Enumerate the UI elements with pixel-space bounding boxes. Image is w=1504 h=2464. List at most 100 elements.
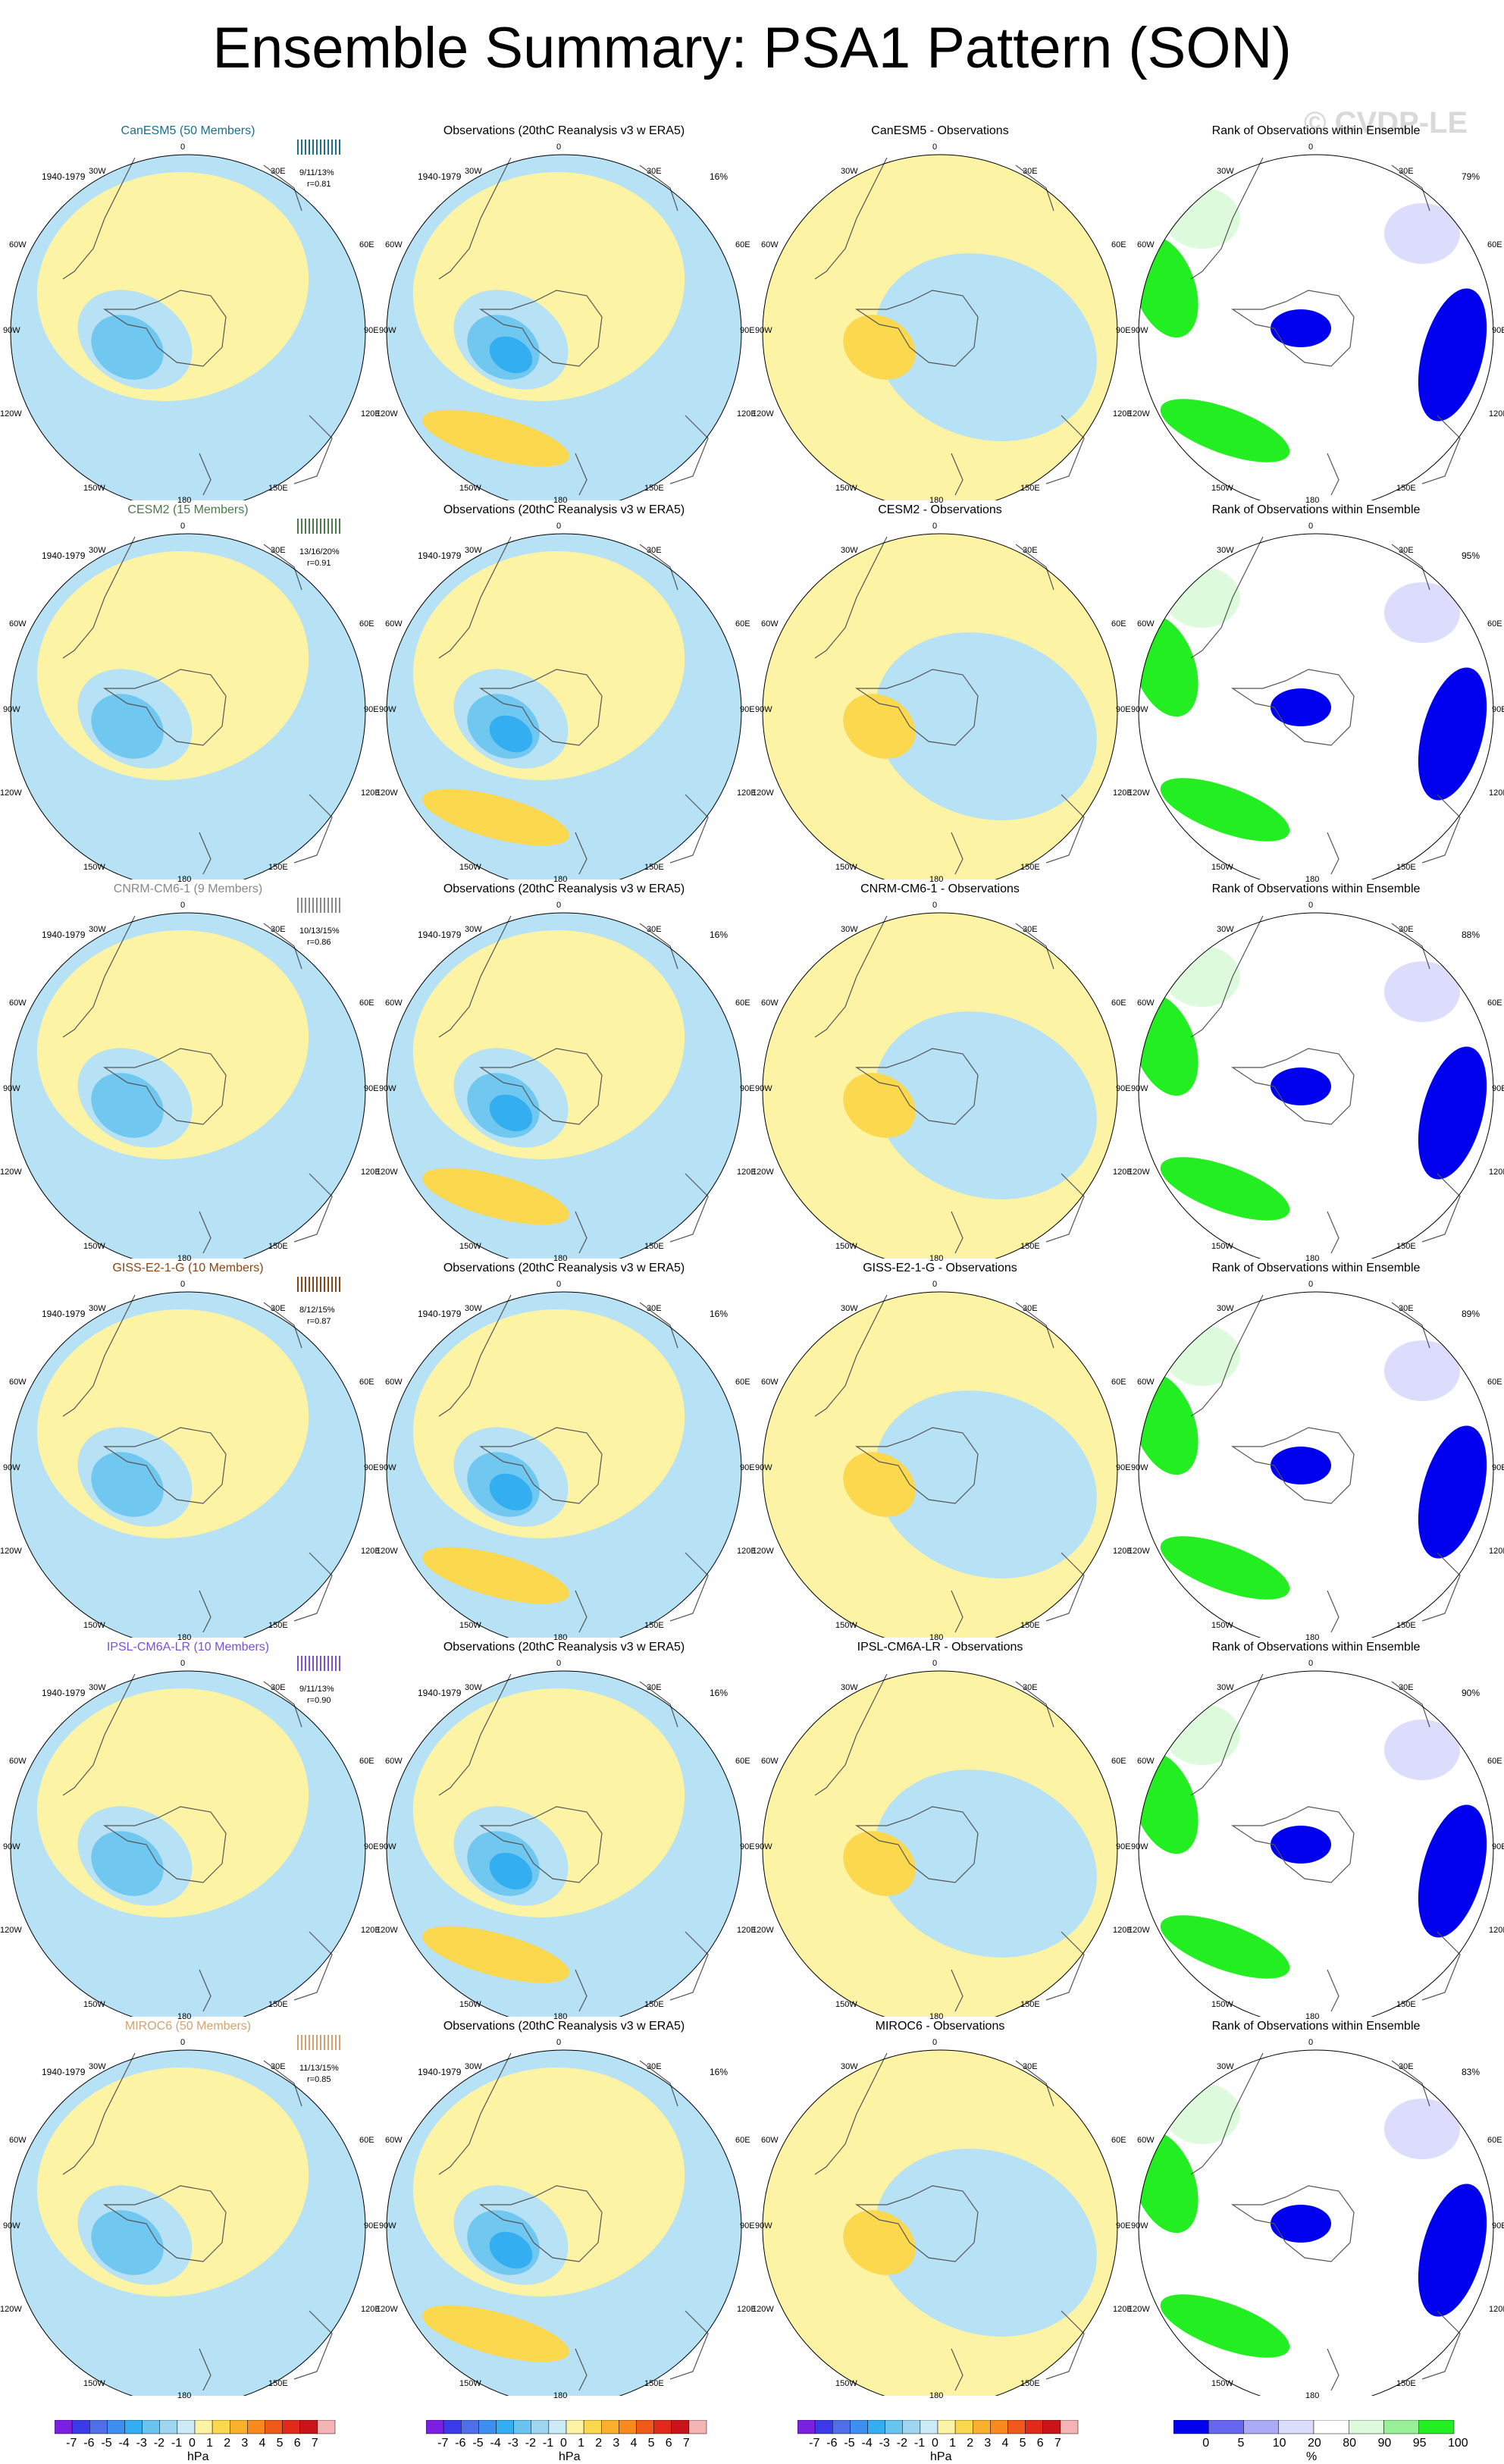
colorbar-swatch <box>1278 2419 1314 2434</box>
map-border <box>10 1291 366 1638</box>
colorbar-swatch <box>566 2419 584 2434</box>
colorbar-swatch <box>531 2419 550 2434</box>
positive-anomaly-arc <box>422 409 569 467</box>
new-zealand-outline <box>575 1211 588 1254</box>
colorbar-tick-label: -5 <box>472 2437 484 2450</box>
negative-anomaly-core <box>91 1831 164 1896</box>
panel-obs-row-1: Observations (20thC Reanalysis v3 w ERA5… <box>376 500 757 884</box>
period-label: 1940-1979 <box>42 1688 86 1698</box>
watermark: © CVDP-LE <box>1304 106 1468 140</box>
polar-map <box>10 1291 366 1638</box>
africa-outline <box>1015 544 1054 591</box>
variance-stats: 9/11/13% <box>299 168 334 177</box>
colorbar-tick-label: -7 <box>437 2437 449 2450</box>
longitude-label-0: 0 <box>932 1659 938 1668</box>
longitude-label-30e: 30E <box>271 167 286 176</box>
longitude-label-150e: 150E <box>1396 863 1416 872</box>
polar-map <box>386 154 742 500</box>
polar-map <box>10 533 366 879</box>
colorbar-swatch <box>850 2419 868 2434</box>
colorbar-tick-label: -4 <box>118 2437 130 2450</box>
longitude-label-150w: 150W <box>835 2379 857 2388</box>
longitude-label-0: 0 <box>180 1659 186 1668</box>
longitude-label-90w: 90W <box>755 1463 772 1472</box>
longitude-label-90w: 90W <box>3 2221 20 2230</box>
longitude-label-60w: 60W <box>385 1378 403 1387</box>
africa-outline <box>1015 1681 1054 1728</box>
rank-patch-low <box>1271 1067 1331 1105</box>
map-border <box>1138 1670 1494 2017</box>
longitude-label-30w: 30W <box>1217 167 1234 176</box>
field-rank <box>1139 2050 1493 2396</box>
antarctica-outline <box>1231 290 1355 367</box>
colorbar-tick-label: -6 <box>83 2437 95 2450</box>
longitude-label-120w: 120W <box>376 409 398 419</box>
rank-patch-low <box>1418 1046 1487 1180</box>
panel-obs-row-5: Observations (20thC Reanalysis v3 w ERA5… <box>376 2017 757 2400</box>
longitude-label-120w: 120W <box>752 1926 774 1935</box>
colorbar-tick-label: 5 <box>276 2437 284 2450</box>
colorbar-swatch <box>443 2419 462 2434</box>
rank-patch-high <box>1160 2294 1290 2358</box>
period-label: 1940-1979 <box>418 171 462 182</box>
field-rank <box>1139 1292 1493 1638</box>
south-america-outline <box>438 915 512 1038</box>
polar-map <box>386 533 742 879</box>
antarctica-outline <box>1231 1806 1355 1883</box>
longitude-label-0: 0 <box>932 522 938 531</box>
colorbar-tick-label: -4 <box>490 2437 501 2450</box>
longitude-label-180: 180 <box>929 875 944 884</box>
australia-outline <box>293 415 333 484</box>
coastline <box>1190 536 1461 875</box>
colorbar-tick-label: 95 <box>1412 2437 1427 2450</box>
rank-patch-low <box>1418 2183 1487 2317</box>
colorbar-swatch <box>1208 2419 1244 2434</box>
ensemble-spread-ticks <box>297 140 340 155</box>
coastline <box>814 2052 1085 2391</box>
rank-patch-highmid <box>1164 2083 1240 2144</box>
longitude-label-60w: 60W <box>9 2136 27 2145</box>
longitude-label-180: 180 <box>1305 2391 1320 2400</box>
longitude-label-120w: 120W <box>752 788 774 798</box>
africa-outline <box>639 923 678 970</box>
antarctica-outline <box>103 2185 227 2262</box>
longitude-label-0: 0 <box>180 143 186 152</box>
longitude-label-90e: 90E <box>740 326 755 335</box>
longitude-label-90w: 90W <box>379 326 396 335</box>
colorbar-swatch <box>89 2419 108 2434</box>
australia-outline <box>1421 794 1461 864</box>
difference-positive-core <box>843 2210 916 2275</box>
positive-anomaly-arc <box>422 1926 569 1983</box>
field-obs <box>387 1292 741 1638</box>
longitude-label-120w: 120W <box>1128 1926 1150 1935</box>
longitude-label-0: 0 <box>556 1659 562 1668</box>
australia-outline <box>1421 1552 1461 1622</box>
longitude-label-180: 180 <box>929 1254 944 1263</box>
longitude-label-30w: 30W <box>465 546 482 555</box>
colorbar-swatch <box>177 2419 196 2434</box>
field-rank <box>1139 155 1493 500</box>
polar-map <box>762 1670 1118 2017</box>
field-obs <box>387 155 741 500</box>
longitude-label-150w: 150W <box>1211 1242 1233 1251</box>
south-america-outline <box>1190 1673 1264 1796</box>
ensemble-spread-ticks <box>297 2035 340 2050</box>
polar-map <box>386 2049 742 2396</box>
longitude-label-0: 0 <box>932 2038 938 2047</box>
difference-positive-core <box>843 1831 916 1896</box>
south-america-outline <box>438 536 512 659</box>
coastline <box>438 157 709 496</box>
pattern-correlation: r=0.81 <box>307 180 331 189</box>
field-diff <box>763 1671 1117 2017</box>
longitude-label-0: 0 <box>1308 901 1314 910</box>
longitude-label-60e: 60E <box>1111 619 1126 629</box>
difference-positive-core <box>843 1073 916 1138</box>
africa-outline <box>639 2060 678 2107</box>
rank-patch-high <box>1160 778 1290 842</box>
south-america-outline <box>438 157 512 280</box>
longitude-label-60e: 60E <box>735 1378 750 1387</box>
longitude-label-60w: 60W <box>9 1757 27 1766</box>
australia-outline <box>669 794 709 864</box>
rank-patch-highmid <box>1164 946 1240 1007</box>
africa-outline <box>639 1302 678 1349</box>
